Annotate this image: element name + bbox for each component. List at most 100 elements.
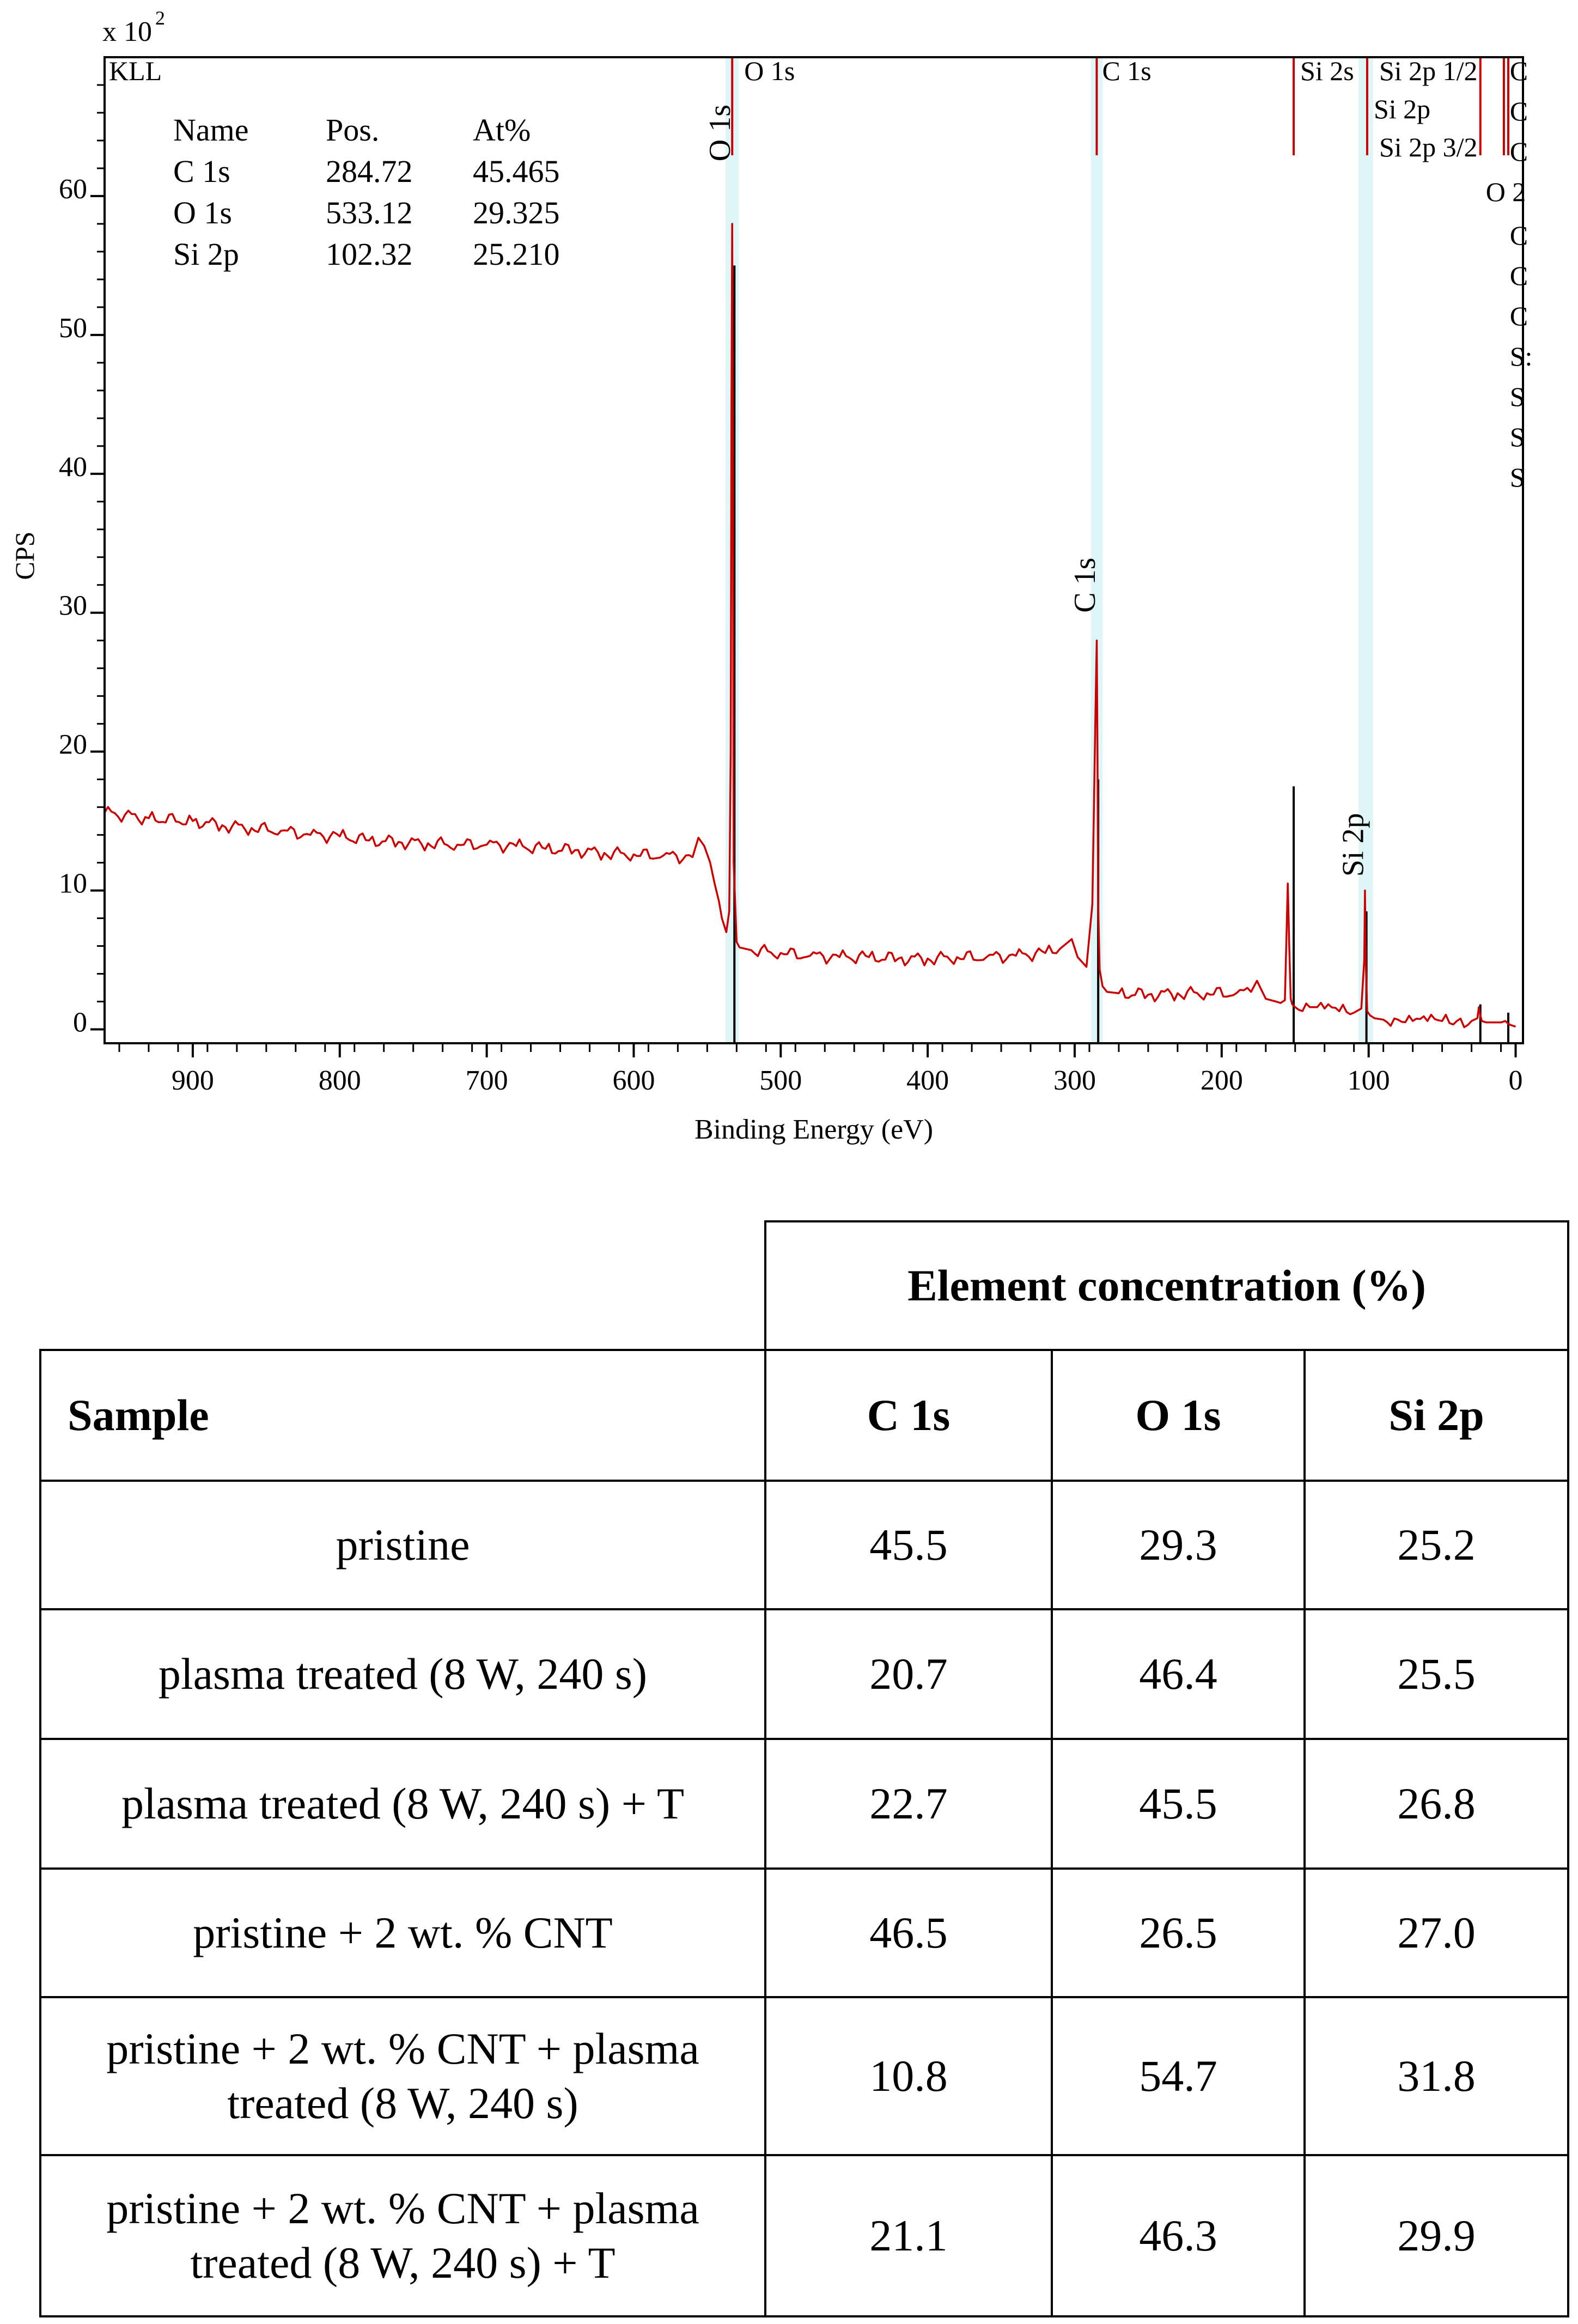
right-marker-label: S xyxy=(1510,381,1525,412)
top-marker-lines xyxy=(731,57,1510,155)
table-row: pristine + 2 wt. % CNT + plasma treated … xyxy=(39,1996,1570,2156)
y-tick-label: 40 xyxy=(59,452,87,483)
x-tick-label: 200 xyxy=(1201,1065,1243,1096)
xps-survey-chart: 900 800 700 600 500 400 300 200 100 0 0 10 20 30 40 50 6… xyxy=(9,7,1532,1145)
top-marker-label: Si 2s xyxy=(1300,56,1354,86)
x-tick-label: 100 xyxy=(1348,1065,1390,1096)
sample-cell: pristine + 2 wt. % CNT + plasma treated … xyxy=(39,2154,766,2317)
sample-cell: pristine + 2 wt. % CNT + plasma treated … xyxy=(39,1996,766,2156)
plot-frame xyxy=(103,56,1524,1044)
c1s-cell: 10.8 xyxy=(764,1996,1053,2156)
table-row: plasma treated (8 W, 240 s) 20.7 46.4 25… xyxy=(39,1608,1570,1740)
o1s-cell: 46.3 xyxy=(1051,2154,1306,2317)
sample-cell: plasma treated (8 W, 240 s) xyxy=(39,1608,766,1740)
right-marker-label: C xyxy=(1510,96,1528,126)
y-tick-label: 10 xyxy=(59,868,87,899)
component-lines xyxy=(733,265,1510,1043)
column-header-sample: Sample xyxy=(39,1349,766,1482)
right-marker-label: S xyxy=(1510,462,1525,492)
x-tick-label: 800 xyxy=(319,1065,361,1096)
legend-header: Pos. xyxy=(326,112,379,148)
top-marker-label: Si 2p 3/2 xyxy=(1379,132,1478,162)
top-marker-label: KLL xyxy=(109,56,162,86)
right-marker-label: C xyxy=(1510,136,1528,167)
si2p-cell: 29.9 xyxy=(1303,2154,1570,2317)
si2p-cell: 26.8 xyxy=(1303,1738,1570,1870)
group-header: Element concentration (%) xyxy=(764,1220,1570,1351)
legend-header: At% xyxy=(473,112,531,148)
right-marker-label: C xyxy=(1510,301,1528,331)
legend-cell: C 1s xyxy=(173,154,230,189)
c1s-cell: 22.7 xyxy=(764,1738,1053,1870)
c1s-cell: 45.5 xyxy=(764,1480,1053,1610)
right-marker-label: S xyxy=(1510,422,1525,452)
y-axis-label: CPS xyxy=(9,532,40,580)
spectrum-line xyxy=(103,223,1516,1029)
table-row: pristine + 2 wt. % CNT 46.5 26.5 27.0 xyxy=(39,1867,1570,1998)
peak-label: C 1s xyxy=(1068,558,1102,613)
x-tick-label: 500 xyxy=(759,1065,802,1096)
x-tick-label: 900 xyxy=(172,1065,214,1096)
x-tick-label: 300 xyxy=(1053,1065,1096,1096)
table-row: pristine 45.5 29.3 25.2 xyxy=(39,1480,1570,1610)
table-blank-corner xyxy=(40,1221,766,1351)
peak-region-bands xyxy=(726,57,1373,1043)
o1s-cell: 45.5 xyxy=(1051,1738,1306,1870)
sample-cell: pristine xyxy=(39,1480,766,1610)
top-marker-label: C 1s xyxy=(1102,56,1151,86)
o1s-cell: 26.5 xyxy=(1051,1867,1306,1998)
legend-cell: 29.325 xyxy=(473,195,560,230)
column-header-si2p: Si 2p xyxy=(1303,1349,1570,1482)
table-column-header-row: Sample C 1s O 1s Si 2p xyxy=(39,1349,1570,1482)
top-marker-label: Si 2p 1/2 xyxy=(1379,56,1478,86)
c1s-cell: 21.1 xyxy=(764,2154,1053,2317)
peak-region xyxy=(1358,57,1373,1043)
element-concentration-table: Element concentration (%) Sample C 1s O … xyxy=(39,1220,1570,2317)
y-tick-label: 30 xyxy=(59,591,87,622)
o1s-cell: 54.7 xyxy=(1051,1996,1306,2156)
right-marker-label: C xyxy=(1510,260,1528,291)
y-multiplier-exponent: 2 xyxy=(155,7,165,29)
element-concentration-table-wrap: Element concentration (%) Sample C 1s O … xyxy=(39,1220,1570,2317)
legend-cell: O 1s xyxy=(173,195,232,230)
legend-cell: 25.210 xyxy=(473,236,560,272)
legend-cell: 533.12 xyxy=(326,195,413,230)
table-row: plasma treated (8 W, 240 s) + T 22.7 45.… xyxy=(39,1738,1570,1870)
right-marker-label: C xyxy=(1510,220,1528,251)
x-axis-label: Binding Energy (eV) xyxy=(694,1114,933,1145)
o1s-cell: 29.3 xyxy=(1051,1480,1306,1610)
si2p-cell: 25.5 xyxy=(1303,1608,1570,1740)
axes: 900 800 700 600 500 400 300 200 100 0 0 10 20 30 40 50 6… xyxy=(59,84,1523,1096)
x-tick-label: 0 xyxy=(1509,1065,1523,1096)
x-tick-label: 700 xyxy=(466,1065,508,1096)
x-tick-label: 600 xyxy=(612,1065,655,1096)
y-multiplier: x 10 xyxy=(102,16,152,47)
y-tick-label: 0 xyxy=(73,1007,87,1038)
peak-label: O 1s xyxy=(703,105,737,161)
si2p-cell: 31.8 xyxy=(1303,1996,1570,2156)
legend-header: Name xyxy=(173,112,249,148)
legend-cell: 102.32 xyxy=(326,236,413,272)
y-tick-label: 20 xyxy=(59,729,87,761)
annotations: KLL O 1s C 1s Si 2s Si 2p 1/2 Si 2p Si 2p 3/2 C… xyxy=(109,56,1532,877)
top-marker-label: Si 2p xyxy=(1374,94,1430,124)
table-group-header-row: Element concentration (%) xyxy=(40,1220,1570,1351)
y-tick-label: 50 xyxy=(59,313,87,344)
legend-cell: 284.72 xyxy=(326,154,413,189)
si2p-cell: 25.2 xyxy=(1303,1480,1570,1610)
right-marker-label: C xyxy=(1510,56,1528,86)
sample-cell: pristine + 2 wt. % CNT xyxy=(39,1867,766,1998)
right-marker-label: S: xyxy=(1510,341,1533,372)
x-tick-label: 400 xyxy=(906,1065,949,1096)
o1s-cell: 46.4 xyxy=(1051,1608,1306,1740)
sample-cell: plasma treated (8 W, 240 s) + T xyxy=(39,1738,766,1870)
legend-cell: Si 2p xyxy=(173,236,239,272)
y-tick-label: 60 xyxy=(59,174,87,205)
peak-label: Si 2p xyxy=(1336,813,1370,877)
si2p-cell: 27.0 xyxy=(1303,1867,1570,1998)
c1s-cell: 20.7 xyxy=(764,1608,1053,1740)
right-marker-label: O 2 xyxy=(1486,177,1526,207)
column-header-c1s: C 1s xyxy=(764,1349,1053,1482)
c1s-cell: 46.5 xyxy=(764,1867,1053,1998)
table-row: pristine + 2 wt. % CNT + plasma treated … xyxy=(39,2154,1570,2317)
